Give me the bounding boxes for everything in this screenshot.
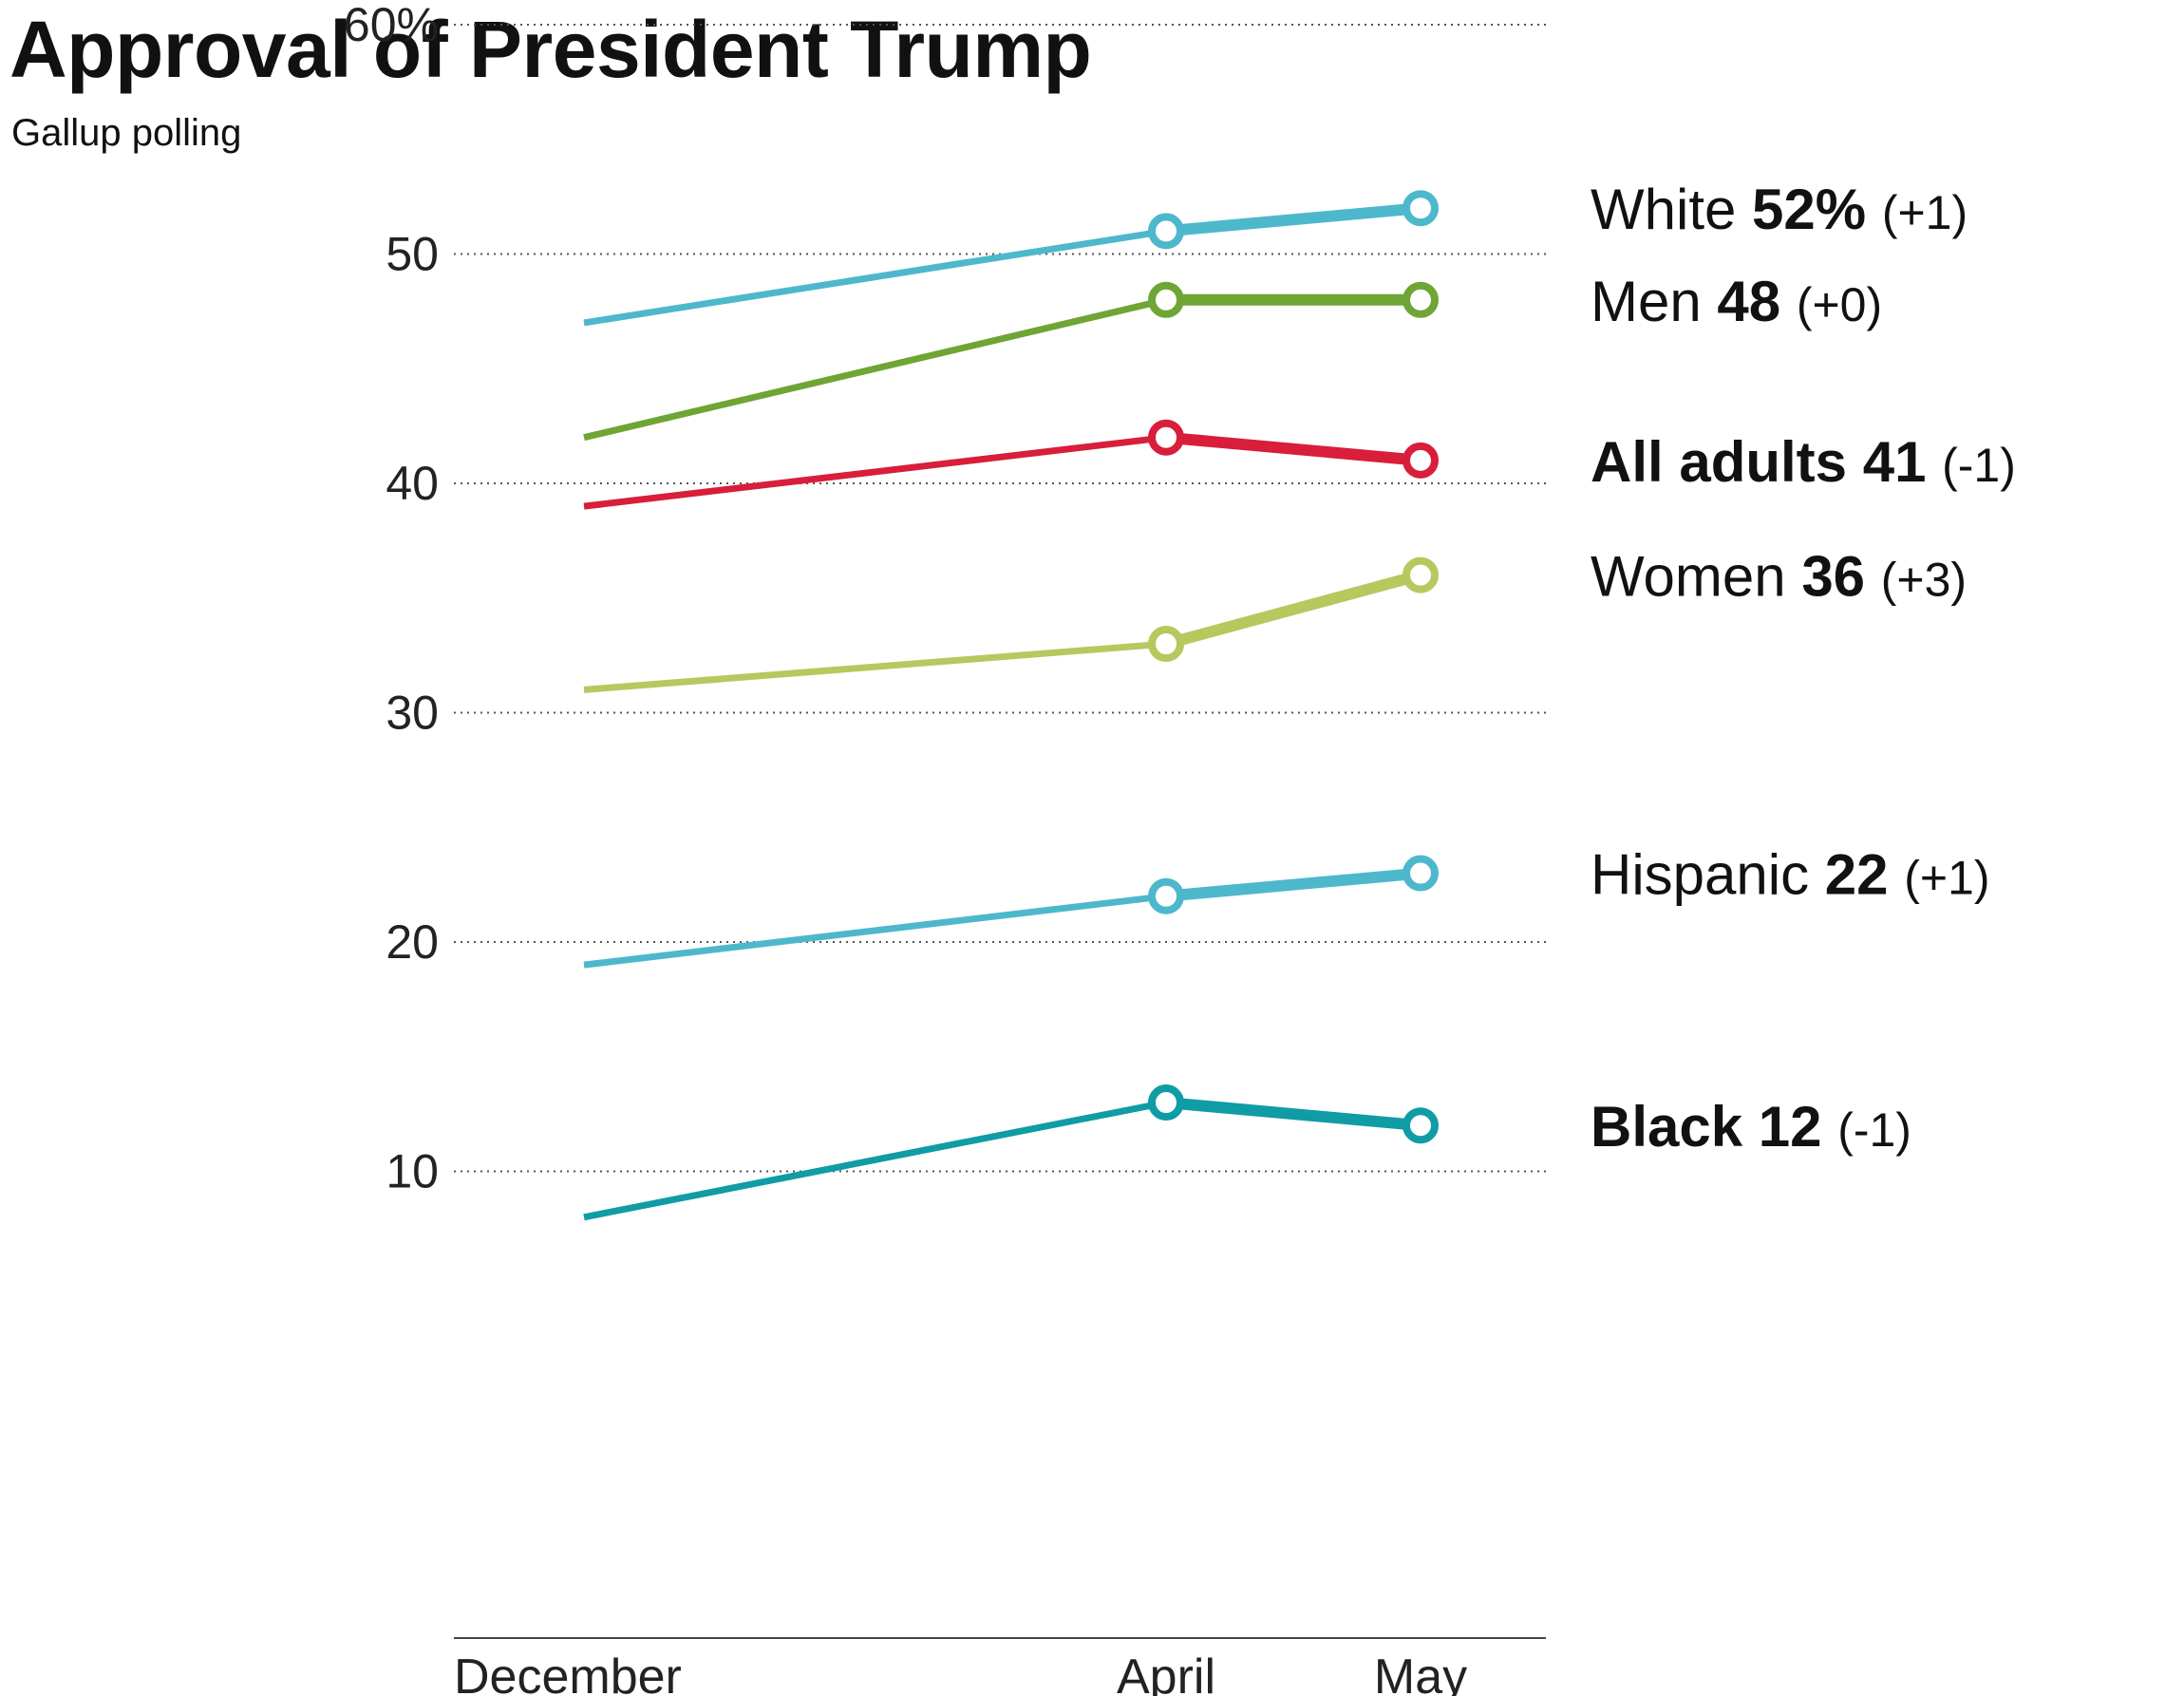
series-name: Men [1591, 270, 1717, 333]
series-line-segment [1160, 1097, 1426, 1132]
series-name: Hispanic [1591, 843, 1825, 907]
data-point-marker [1403, 855, 1439, 892]
series-label: Hispanic 22 (+1) [1591, 843, 1990, 907]
series-name: Black [1591, 1095, 1759, 1159]
data-point-marker [1148, 877, 1184, 914]
series-labels: White 52% (+1)Men 48 (+0)All adults 41 (… [1591, 178, 2016, 1159]
series-line-segment [583, 434, 1167, 510]
series-line-segment [583, 296, 1167, 442]
series-line-segment [1160, 431, 1426, 466]
y-tick-label: 10 [386, 1145, 439, 1198]
data-point-marker [1148, 281, 1184, 318]
series-markers [1148, 190, 1439, 1144]
series-change: (+0) [1797, 278, 1882, 331]
series-value: 52% [1752, 178, 1882, 241]
series-value: 41 [1863, 430, 1942, 494]
data-point-marker [1403, 281, 1439, 318]
series-value: 36 [1801, 545, 1880, 609]
data-point-marker [1148, 1084, 1184, 1121]
series-change: (+1) [1904, 852, 1989, 905]
series-label: White 52% (+1) [1591, 178, 1967, 241]
series-name: All adults [1591, 430, 1863, 494]
series-value: 48 [1717, 270, 1796, 333]
series-line-segment [1160, 569, 1426, 650]
series-line-segment [583, 227, 1167, 327]
data-point-marker [1403, 556, 1439, 594]
data-point-marker [1148, 213, 1184, 250]
y-tick-label: 60% [344, 0, 439, 51]
series-value: 12 [1759, 1095, 1837, 1159]
series-line-segment [583, 1099, 1167, 1221]
x-tick-label: December [454, 1649, 682, 1696]
series-label: Women 36 (+3) [1591, 545, 1967, 609]
x-tick-label: April [1117, 1649, 1215, 1696]
series-change: (-1) [1942, 439, 2016, 492]
series-label: Black 12 (-1) [1591, 1095, 1911, 1159]
series-line-segment [1160, 202, 1426, 237]
data-point-marker [1403, 1107, 1439, 1144]
series-label: Men 48 (+0) [1591, 270, 1882, 333]
x-axis: December April May [454, 1637, 1546, 1696]
series-change: (+1) [1882, 186, 1967, 239]
y-tick-label: 50 [386, 228, 439, 281]
series-value: 22 [1825, 843, 1904, 907]
series-change: (-1) [1837, 1103, 1911, 1157]
series-name: Women [1591, 545, 1801, 609]
data-point-marker [1148, 419, 1184, 456]
chart-subtitle: Gallup polling [11, 112, 242, 154]
y-axis-ticks: 60% 50 40 30 20 10 [344, 0, 439, 1198]
series-line-segment [1160, 867, 1426, 902]
series-line-segment [583, 640, 1167, 693]
gridlines [454, 24, 1546, 1173]
y-tick-label: 40 [386, 457, 439, 510]
y-tick-label: 20 [386, 915, 439, 969]
series-change: (+3) [1881, 554, 1967, 607]
chart-title: Approval of President Trump [9, 5, 1092, 94]
y-tick-label: 30 [386, 687, 439, 740]
data-point-marker [1403, 190, 1439, 227]
series-label: All adults 41 (-1) [1591, 430, 2016, 494]
data-point-marker [1148, 626, 1184, 663]
series-name: White [1591, 178, 1752, 241]
series-line-segment [583, 893, 1167, 969]
series-lines [583, 202, 1426, 1221]
data-point-marker [1403, 442, 1439, 479]
x-tick-label: May [1374, 1649, 1467, 1696]
